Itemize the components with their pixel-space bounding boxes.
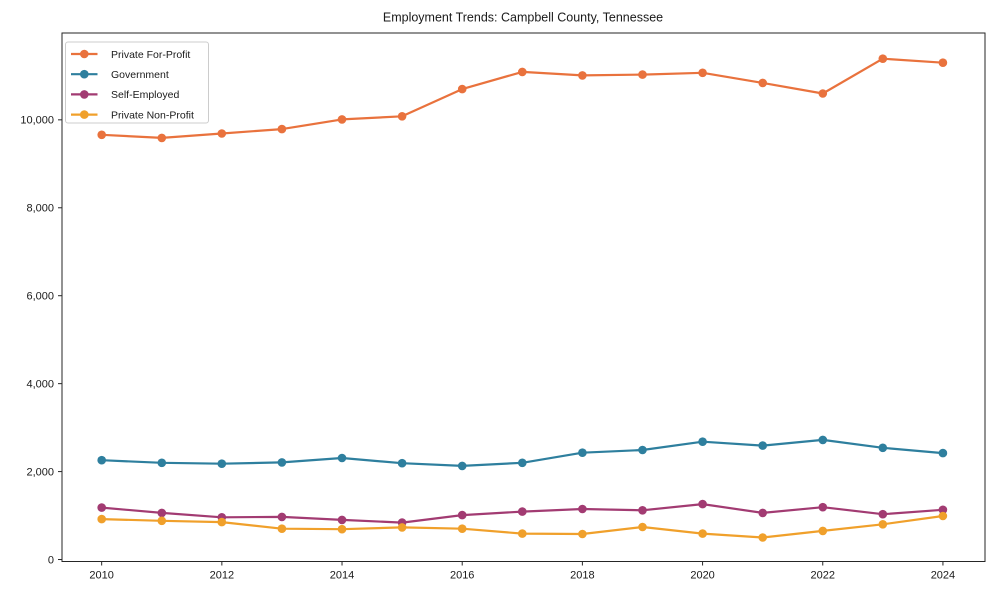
data-point-private-for-profit — [818, 89, 828, 98]
data-point-private-non-profit — [578, 529, 587, 539]
x-tick-label: 2016 — [450, 570, 474, 582]
data-point-government — [698, 437, 707, 447]
series-government — [97, 435, 948, 471]
data-point-private-for-profit — [397, 112, 407, 121]
data-point-self-employed — [97, 503, 106, 512]
plot-border — [61, 32, 986, 562]
data-point-private-non-profit — [938, 511, 948, 521]
data-point-private-for-profit — [457, 84, 467, 94]
data-point-government — [397, 458, 407, 468]
data-point-government — [638, 445, 647, 455]
chart-title: Employment Trends: Campbell County, Tenn… — [383, 11, 663, 25]
data-point-private-non-profit — [157, 516, 167, 526]
legend-item-private-for-profit: Private For-Profit — [71, 49, 190, 61]
data-point-government — [97, 455, 106, 465]
legend-item-self-employed: Self-Employed — [71, 89, 179, 101]
legend-label: Government — [111, 69, 169, 81]
data-point-private-non-profit — [518, 529, 527, 538]
data-point-private-non-profit — [337, 524, 347, 534]
data-point-private-non-profit — [698, 529, 707, 538]
data-point-private-non-profit — [818, 526, 828, 536]
legend-marker — [80, 90, 89, 99]
data-point-private-for-profit — [217, 129, 227, 138]
y-tick-label: 8,000 — [26, 203, 54, 215]
y-tick-label: 0 — [48, 554, 54, 566]
x-tick-label: 2020 — [690, 570, 714, 582]
data-point-government — [277, 458, 287, 467]
x-tick-label: 2010 — [89, 570, 113, 582]
legend-item-private-non-profit: Private Non-Profit — [71, 109, 194, 121]
data-point-self-employed — [878, 509, 888, 519]
data-point-government — [457, 461, 467, 471]
data-point-private-for-profit — [97, 130, 106, 140]
legend-marker — [80, 110, 89, 119]
data-point-self-employed — [938, 505, 948, 515]
data-point-private-for-profit — [878, 54, 888, 63]
data-point-private-non-profit — [397, 523, 407, 532]
data-point-self-employed — [518, 507, 527, 516]
data-point-self-employed — [698, 499, 707, 509]
data-point-self-employed — [818, 502, 828, 512]
legend-box — [65, 41, 209, 124]
y-tick-label: 10,000 — [20, 115, 54, 127]
data-point-private-for-profit — [277, 124, 287, 134]
data-point-private-for-profit — [518, 67, 527, 77]
x-tick-label: 2022 — [811, 570, 835, 582]
legend-label: Private Non-Profit — [111, 109, 194, 121]
x-tick-label: 2014 — [330, 570, 354, 582]
x-axis: 2010 2012 2014 2016 2018 2020 2022 2024 — [89, 561, 955, 582]
y-axis: 0 2,000 4,000 6,000 8,000 10,000 — [20, 115, 62, 566]
data-point-private-non-profit — [758, 533, 767, 542]
data-point-private-non-profit — [457, 524, 467, 533]
y-tick-label: 4,000 — [26, 378, 54, 390]
data-point-government — [758, 441, 767, 450]
data-point-government — [818, 435, 828, 445]
data-point-private-non-profit — [97, 514, 106, 524]
data-point-private-for-profit — [578, 71, 587, 80]
data-point-self-employed — [277, 512, 287, 522]
data-point-government — [878, 443, 888, 453]
y-tick-label: 6,000 — [26, 291, 54, 303]
legend: Private For-Profit Government Self-Employe… — [65, 41, 209, 124]
series-private-non-profit — [97, 511, 948, 542]
data-point-government — [578, 448, 587, 458]
data-point-government — [217, 459, 227, 469]
data-point-government — [518, 458, 527, 468]
data-point-government — [337, 453, 347, 463]
data-point-private-for-profit — [758, 78, 767, 88]
x-tick-label: 2018 — [570, 570, 594, 582]
data-point-private-for-profit — [337, 115, 347, 124]
data-point-self-employed — [578, 504, 587, 514]
data-point-private-non-profit — [277, 524, 287, 533]
series-private-for-profit — [97, 54, 948, 143]
x-tick-label: 2012 — [210, 570, 234, 582]
x-tick-label: 2024 — [931, 570, 955, 582]
legend-label: Self-Employed — [111, 89, 179, 101]
data-point-self-employed — [638, 506, 647, 515]
data-point-private-for-profit — [698, 68, 707, 78]
data-point-government — [157, 458, 167, 468]
data-point-private-for-profit — [638, 70, 647, 79]
data-point-self-employed — [758, 508, 767, 518]
data-point-private-non-profit — [638, 522, 647, 532]
y-tick-label: 2,000 — [26, 466, 54, 478]
legend-marker — [80, 69, 89, 79]
data-point-self-employed — [457, 510, 467, 520]
data-point-private-for-profit — [157, 133, 167, 143]
legend-item-government: Government — [71, 69, 169, 81]
data-point-self-employed — [157, 508, 167, 518]
legend-marker — [80, 49, 89, 59]
data-point-private-non-profit — [878, 520, 888, 529]
data-point-self-employed — [337, 515, 347, 525]
legend-label: Private For-Profit — [111, 49, 190, 61]
data-point-government — [938, 448, 948, 458]
data-point-private-for-profit — [938, 58, 948, 67]
data-point-private-non-profit — [217, 517, 227, 527]
